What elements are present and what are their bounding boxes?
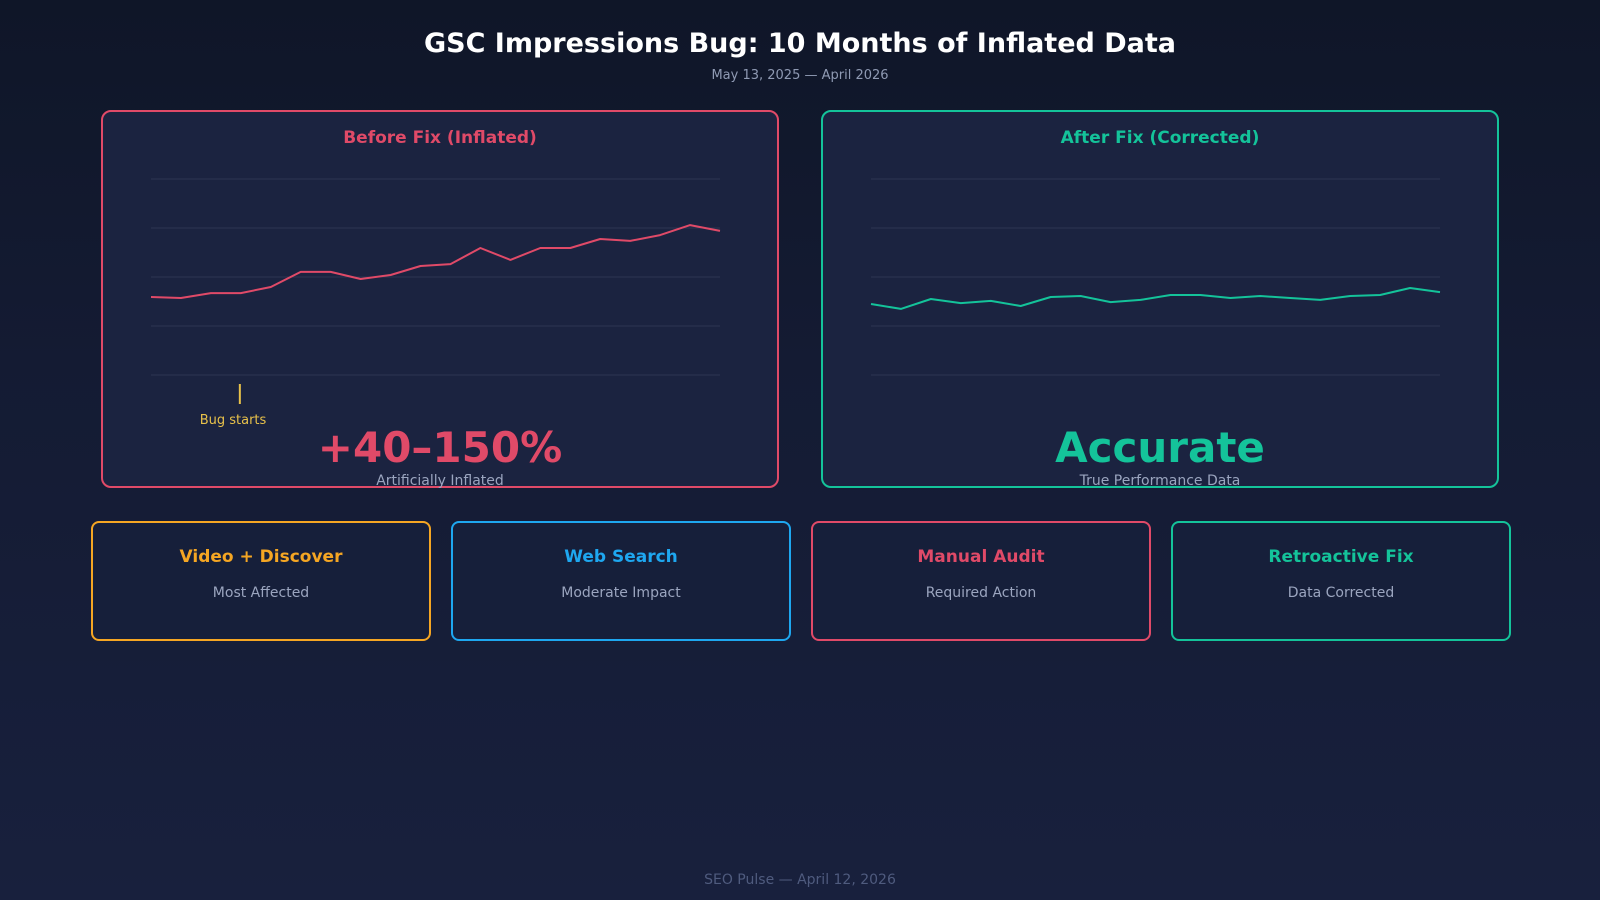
card-title: Retroactive Fix — [1268, 547, 1414, 567]
card-title: Video + Discover — [179, 547, 343, 567]
card-web-search: Web Search Moderate Impact — [451, 521, 791, 641]
accurate-value: Accurate — [1055, 423, 1265, 472]
after-fix-panel: After Fix (Corrected) Accurate True Perf… — [821, 110, 1499, 489]
card-video-discover: Video + Discover Most Affected — [91, 521, 431, 641]
footer-credit: SEO Pulse — April 12, 2026 — [704, 872, 896, 888]
after-fix-chart — [870, 178, 1441, 376]
before-fix-panel: Before Fix (Inflated) Bug starts +40–150… — [101, 110, 779, 489]
data-line — [150, 224, 721, 299]
page-subtitle: May 13, 2025 — April 2026 — [711, 68, 889, 83]
inflation-range-value: +40–150% — [317, 423, 563, 472]
inflation-caption: Artificially Inflated — [376, 473, 504, 489]
card-subtitle: Moderate Impact — [561, 585, 681, 601]
bug-starts-label: Bug starts — [199, 413, 267, 428]
card-subtitle: Most Affected — [212, 585, 310, 601]
page-title: GSC Impressions Bug: 10 Months of Inflat… — [423, 28, 1177, 59]
card-subtitle: Required Action — [925, 585, 1037, 601]
card-title: Web Search — [564, 547, 678, 567]
accurate-caption: True Performance Data — [1079, 473, 1241, 489]
before-fix-title: Before Fix (Inflated) — [343, 128, 537, 148]
before-fix-chart — [150, 178, 721, 404]
card-title: Manual Audit — [917, 547, 1045, 567]
data-line — [870, 287, 1441, 310]
card-manual-audit: Manual Audit Required Action — [811, 521, 1151, 641]
after-fix-title: After Fix (Corrected) — [1060, 128, 1260, 148]
card-subtitle: Data Corrected — [1287, 585, 1395, 601]
card-retroactive-fix: Retroactive Fix Data Corrected — [1171, 521, 1511, 641]
